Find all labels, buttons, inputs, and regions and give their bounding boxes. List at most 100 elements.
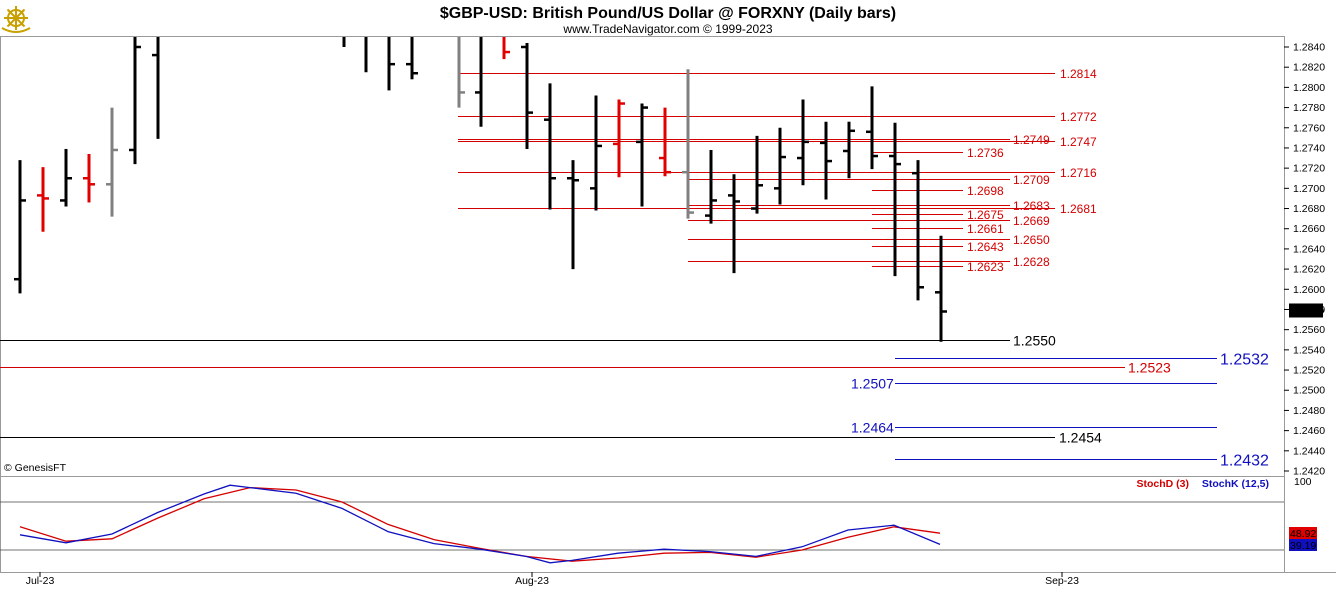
x-tick-label: Jul-23 — [26, 575, 55, 587]
price-axis: 1.2840 1.2820 1.2800 1.2780 1.2760 1.2740 1.27… — [1284, 42, 1325, 478]
level-label: 1.2464 — [851, 420, 894, 436]
stochk-value-badge — [1289, 539, 1317, 551]
ohlc-bar — [889, 122, 901, 277]
y-tick-label: 1.2620 — [1293, 264, 1325, 276]
level-label: 1.2736 — [967, 146, 1004, 160]
y-tick-label: 1.2740 — [1293, 142, 1325, 154]
ohlc-bar — [797, 99, 809, 186]
stochk-line — [19, 484, 941, 564]
level-label: 1.2532 — [1220, 351, 1269, 368]
x-tick-label: Sep-23 — [1045, 575, 1079, 587]
y-tick-label: 1.2800 — [1293, 82, 1325, 94]
ohlc-bar — [457, 37, 465, 108]
x-tick-label: Aug-23 — [515, 575, 549, 587]
ohlc-bar — [544, 83, 556, 210]
level-label: 1.2507 — [851, 376, 894, 392]
level-label: 1.2675 — [967, 208, 1004, 222]
y-tick-label: 1.2500 — [1293, 385, 1325, 397]
level-label: 1.2550 — [1013, 333, 1056, 349]
y-tick-label: 1.2680 — [1293, 203, 1325, 215]
stochastic-panel-frame — [0, 476, 1285, 573]
stochd-line — [19, 486, 941, 562]
level-label: 1.2628 — [1013, 255, 1050, 269]
last-price-badge — [1289, 303, 1323, 318]
y-tick-label: 1.2840 — [1293, 42, 1325, 54]
y-tick-label: 1.2540 — [1293, 344, 1325, 356]
level-label: 1.2747 — [1060, 135, 1097, 149]
ohlc-bar — [60, 148, 72, 207]
ohlc-bars — [14, 37, 947, 342]
chart-title: $GBP-USD: British Pound/US Dollar @ FORX… — [440, 5, 896, 22]
level-label: 1.2650 — [1013, 233, 1050, 247]
level-label: 1.2814 — [1060, 67, 1097, 81]
ohlc-bar — [636, 103, 648, 207]
stochk-legend: StochK (12,5) — [1202, 478, 1269, 490]
ohlc-bar — [912, 160, 924, 301]
ship-wheel-icon — [1, 6, 31, 33]
y-tick-label: 1.2440 — [1293, 445, 1325, 457]
ohlc-bar — [129, 37, 141, 165]
level-label: 1.2454 — [1059, 430, 1102, 446]
y-tick-label: 1.2600 — [1293, 284, 1325, 296]
ohlc-bar — [590, 95, 602, 211]
level-label: 1.2623 — [967, 260, 1004, 274]
y-tick-label: 1.2480 — [1293, 405, 1325, 417]
stochd-value-badge — [1289, 527, 1317, 539]
level-label: 1.2661 — [967, 222, 1004, 236]
ohlc-bar — [935, 235, 947, 342]
level-label: 1.2681 — [1060, 202, 1097, 216]
y-tick-label: 1.2460 — [1293, 425, 1325, 437]
level-label: 1.2669 — [1013, 214, 1050, 228]
y-tick-label: 1.2780 — [1293, 102, 1325, 114]
level-label: 1.2683 — [1013, 199, 1050, 213]
ohlc-bar — [387, 37, 395, 91]
ohlc-bar — [502, 37, 510, 60]
ohlc-bar — [37, 167, 49, 232]
y-tick-label: 1.2560 — [1293, 324, 1325, 336]
level-label: 1.2698 — [967, 184, 1004, 198]
ohlc-bar — [406, 37, 418, 80]
y-tick-label: 1.2720 — [1293, 163, 1325, 175]
price-levels: 1.2814 1.2772 1.2749 1.2747 1.2736 1.2716 1.27… — [0, 67, 1269, 469]
ohlc-bar — [774, 127, 786, 205]
ohlc-bar — [14, 160, 26, 294]
y-tick-label: 1.2700 — [1293, 183, 1325, 195]
ohlc-bar — [682, 69, 694, 219]
last-price-label: 1.2579 — [1292, 305, 1324, 317]
y-tick-label: 1.2420 — [1293, 466, 1325, 478]
ohlc-bar — [751, 135, 763, 214]
stochd-legend: StochD (3) — [1137, 478, 1190, 490]
level-label: 1.2432 — [1220, 452, 1269, 469]
chart-subtitle: www.TradeNavigator.com © 1999-2023 — [562, 22, 772, 36]
y-tick-label: 1.2760 — [1293, 122, 1325, 134]
ohlc-bar — [106, 107, 118, 217]
ohlc-bar — [567, 160, 579, 270]
y-tick-label: 1.2640 — [1293, 243, 1325, 255]
ohlc-bar — [820, 121, 832, 200]
ohlc-bar — [521, 42, 533, 149]
ohlc-bar — [728, 174, 740, 274]
level-label: 1.2772 — [1060, 110, 1097, 124]
price-panel-frame — [0, 36, 1285, 477]
y-tick-label: 1.2660 — [1293, 223, 1325, 235]
ohlc-bar — [83, 154, 95, 203]
time-axis: Jul-23 Aug-23 Sep-23 — [26, 572, 1079, 587]
copyright-label: © GenesisFT — [4, 462, 67, 474]
level-label: 1.2709 — [1013, 173, 1050, 187]
ohlc-bar — [843, 121, 855, 179]
level-label: 1.2749 — [1013, 133, 1050, 147]
ohlc-bar — [152, 37, 160, 139]
stochd-value-label: 48.92 — [1290, 528, 1316, 540]
ohlc-bar — [613, 99, 625, 178]
ohlc-bar — [475, 37, 483, 127]
ohlc-bar — [866, 86, 878, 170]
stochk-value-label: 39.19 — [1290, 540, 1316, 552]
ohlc-bar — [705, 149, 717, 224]
y-tick-label: 1.2820 — [1293, 62, 1325, 74]
ohlc-bar — [659, 107, 671, 177]
level-label: 1.2643 — [967, 240, 1004, 254]
level-label: 1.2523 — [1128, 360, 1171, 376]
stochastic-tick-label: 100 — [1294, 476, 1312, 488]
